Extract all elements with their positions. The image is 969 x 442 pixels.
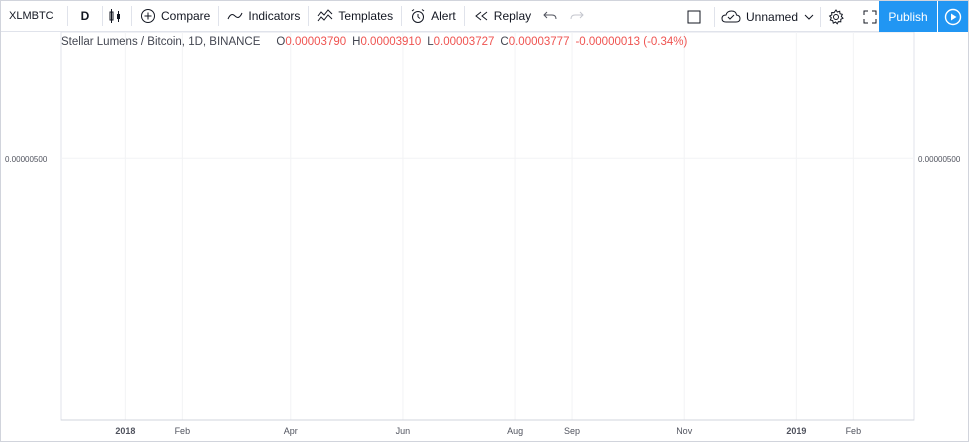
replay-label: Replay — [493, 9, 532, 23]
divider — [308, 6, 310, 26]
publish-button[interactable]: Publish — [879, 1, 937, 32]
cloud-icon — [721, 9, 741, 22]
grid — [60, 32, 915, 421]
x-tick-label: Jun — [396, 426, 411, 436]
gear-icon — [828, 8, 844, 25]
right-price-axis[interactable]: 0.000005000.000010000.000015000.00002000… — [918, 32, 961, 164]
series-title: Stellar Lumens / Bitcoin, 1D, BINANCE — [61, 36, 261, 48]
divider — [401, 6, 403, 26]
divider — [463, 6, 465, 26]
interval-button[interactable]: D — [80, 9, 90, 23]
indicator-wave-icon — [227, 12, 243, 20]
x-tick-label: Sep — [564, 426, 580, 436]
fullscreen-toggle[interactable] — [679, 1, 714, 32]
play-button[interactable] — [937, 1, 968, 32]
x-tick-label: 2018 — [115, 426, 135, 436]
chevron-down-icon — [804, 14, 814, 20]
open-value: 0.00003790 — [285, 36, 347, 48]
high-value: 0.00003910 — [360, 36, 422, 48]
x-tick-label: Nov — [676, 426, 693, 436]
layout-save-button[interactable]: Unnamed — [715, 1, 820, 32]
candlestick-icon — [109, 9, 120, 23]
time-axis[interactable]: 2018 Feb Apr Jun Aug Sep Nov 2019 Feb — [61, 419, 914, 436]
left-price-axis[interactable]: 0.000005000.000010000.000015000.00002000… — [5, 32, 48, 164]
templates-button[interactable]: Templates — [309, 1, 401, 32]
divider — [714, 6, 715, 27]
divider — [218, 6, 220, 26]
x-tick-label: Apr — [284, 426, 298, 436]
indicators-label: Indicators — [248, 9, 301, 23]
x-tick-label: 2019 — [786, 426, 806, 436]
symbol-search[interactable]: XLMBTC — [9, 10, 54, 22]
price-chart[interactable]: 0.000005000.000010000.000015000.00002000… — [1, 32, 968, 441]
play-circle-icon — [944, 8, 962, 25]
plot-frame — [60, 32, 915, 421]
divider — [102, 6, 103, 26]
alert-button[interactable]: Alert — [402, 1, 464, 32]
checkbox-icon — [687, 10, 701, 23]
layout-name: Unnamed — [746, 9, 799, 24]
settings-button[interactable] — [821, 1, 856, 32]
divider — [131, 6, 132, 26]
compare-button[interactable]: Compare — [132, 1, 218, 32]
replay-button[interactable]: Replay — [465, 1, 539, 32]
series-legend: Stellar Lumens / Bitcoin, 1D, BINANCE O … — [61, 36, 693, 48]
divider — [820, 6, 822, 27]
undo-icon — [543, 11, 557, 20]
low-key: L — [427, 36, 434, 48]
redo-button[interactable] — [566, 1, 593, 32]
rewind-icon — [474, 11, 488, 21]
low-value: 0.00003727 — [433, 36, 495, 48]
compare-label: Compare — [161, 9, 211, 23]
plus-circle-icon — [141, 9, 155, 23]
alarm-clock-icon — [411, 9, 425, 23]
alert-label: Alert — [431, 9, 456, 23]
divider — [67, 6, 68, 26]
y-tick-label-right: 0.00000500 — [918, 155, 961, 164]
x-tick-label: Aug — [507, 426, 523, 436]
chart-type-button[interactable] — [103, 1, 131, 32]
high-key: H — [352, 36, 361, 48]
top-toolbar: XLMBTC D Compare Indicators Templates Al… — [1, 1, 968, 32]
expand-icon — [863, 10, 877, 23]
change-value: -0.00000013 (-0.34%) — [575, 36, 688, 48]
templates-icon — [317, 9, 333, 22]
expand-button[interactable] — [856, 1, 889, 32]
open-key: O — [276, 36, 286, 48]
templates-label: Templates — [338, 9, 394, 23]
x-tick-label: Feb — [175, 426, 191, 436]
x-tick-label: Feb — [846, 426, 862, 436]
close-value: 0.00003777 — [508, 36, 570, 48]
redo-icon — [570, 11, 584, 20]
undo-button[interactable] — [539, 1, 566, 32]
close-key: C — [500, 36, 509, 48]
indicators-button[interactable]: Indicators — [219, 1, 308, 32]
y-tick-label-left: 0.00000500 — [5, 155, 48, 164]
